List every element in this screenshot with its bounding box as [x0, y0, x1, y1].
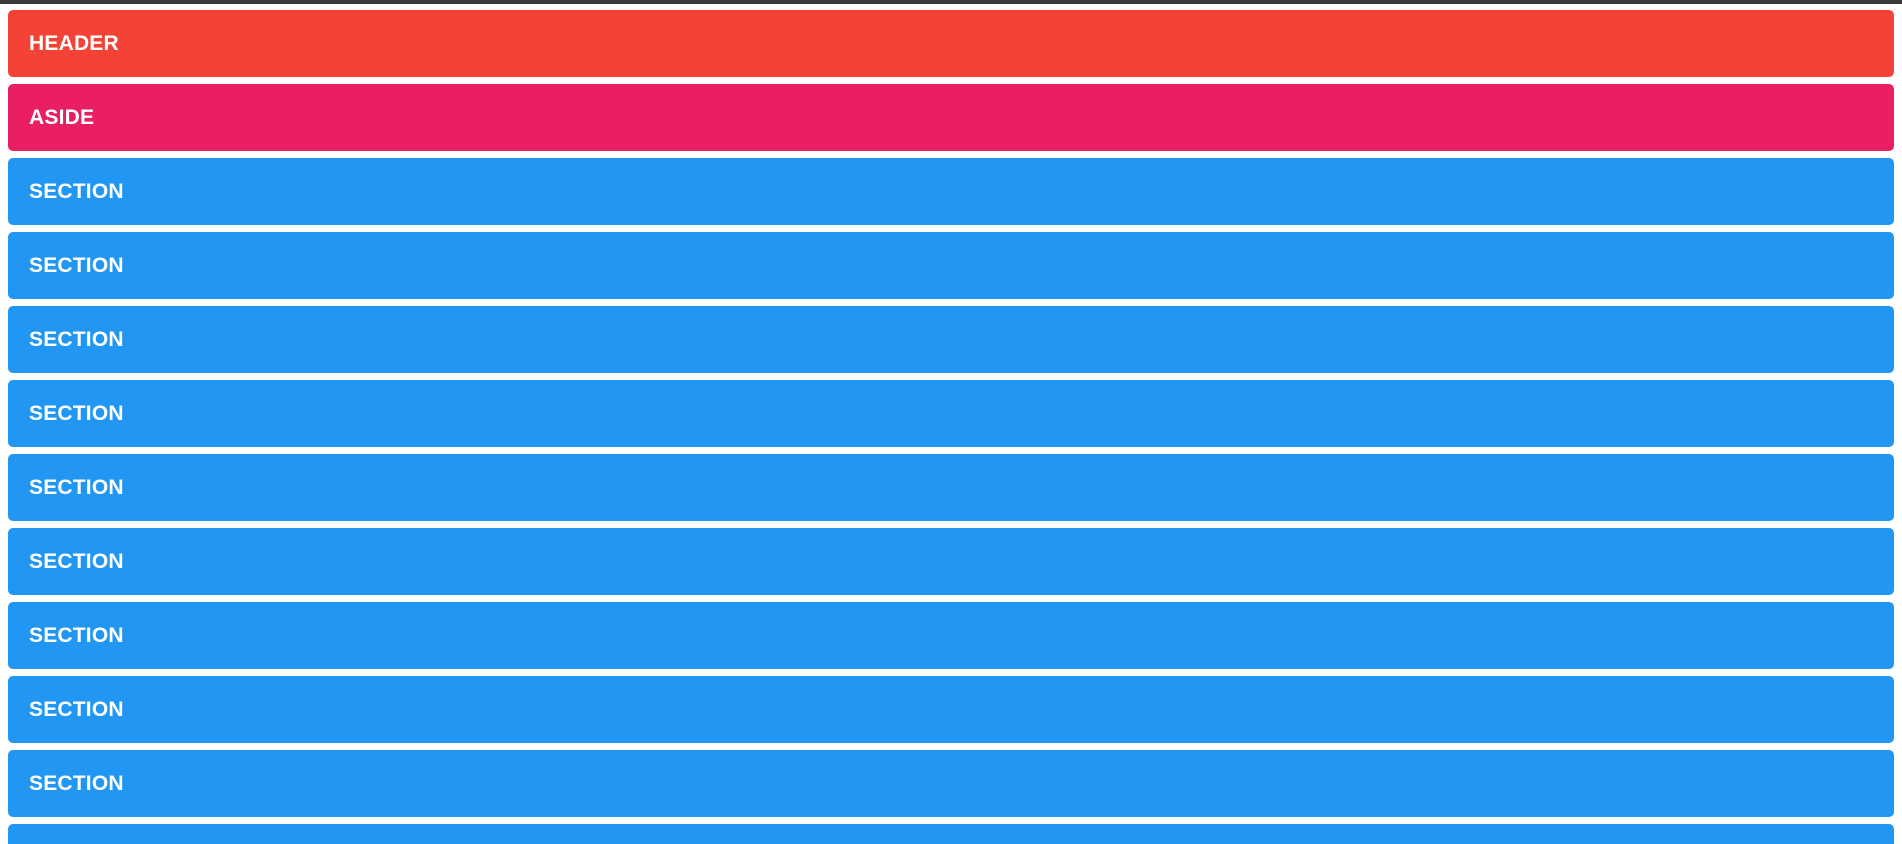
section-label: SECTION — [29, 549, 124, 573]
section-block: SECTION — [8, 158, 1894, 225]
section-block: SECTION — [8, 454, 1894, 521]
page-layout: HEADER ASIDE SECTION SECTION SECTION SEC… — [8, 10, 1894, 844]
aside-block: ASIDE — [8, 84, 1894, 151]
header-label: HEADER — [29, 31, 119, 55]
section-label: SECTION — [29, 179, 124, 203]
section-block: SECTION — [8, 528, 1894, 595]
section-block-partial — [8, 824, 1894, 844]
header-block: HEADER — [8, 10, 1894, 77]
section-label: SECTION — [29, 697, 124, 721]
browser-top-edge — [0, 0, 1902, 4]
section-label: SECTION — [29, 253, 124, 277]
aside-label: ASIDE — [29, 105, 95, 129]
section-block: SECTION — [8, 380, 1894, 447]
section-block: SECTION — [8, 232, 1894, 299]
section-block: SECTION — [8, 676, 1894, 743]
section-label: SECTION — [29, 401, 124, 425]
section-label: SECTION — [29, 475, 124, 499]
section-block: SECTION — [8, 750, 1894, 817]
section-label: SECTION — [29, 623, 124, 647]
section-label: SECTION — [29, 327, 124, 351]
section-block: SECTION — [8, 306, 1894, 373]
section-label: SECTION — [29, 771, 124, 795]
section-block: SECTION — [8, 602, 1894, 669]
